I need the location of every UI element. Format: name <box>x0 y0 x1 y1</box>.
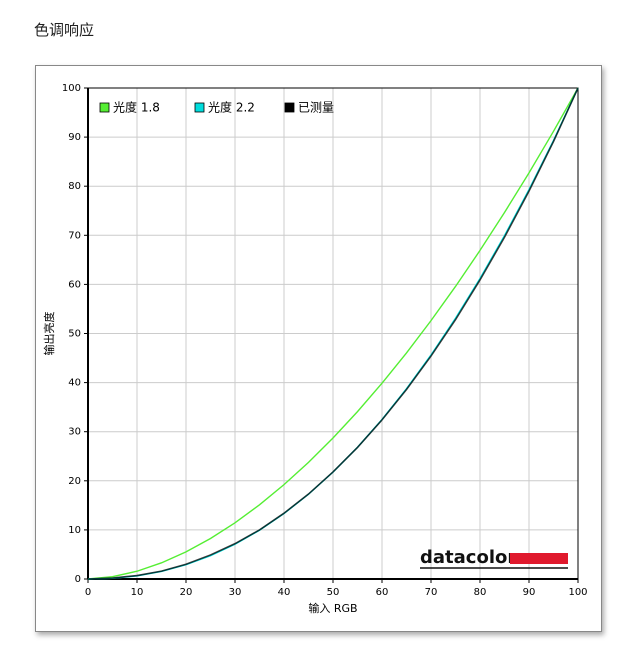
legend-label: 已测量 <box>298 101 334 115</box>
x-tick-label: 80 <box>474 587 487 598</box>
y-axis-label: 输出亮度 <box>42 312 56 356</box>
y-tick-label: 60 <box>68 279 81 290</box>
y-tick-label: 20 <box>68 476 81 487</box>
y-tick-label: 100 <box>62 83 81 94</box>
page-title: 色调响应 <box>34 21 95 39</box>
x-tick-label: 50 <box>327 587 340 598</box>
x-tick-label: 20 <box>180 587 193 598</box>
x-axis-label: 输入 RGB <box>308 601 357 615</box>
x-tick-label: 60 <box>376 587 389 598</box>
chart-frame <box>35 65 602 632</box>
y-tick-label: 70 <box>68 230 81 241</box>
y-tick-label: 0 <box>75 574 81 585</box>
legend-swatch <box>284 102 295 113</box>
y-tick-label: 90 <box>68 132 81 143</box>
x-tick-label: 40 <box>278 587 291 598</box>
legend-label: 光度 2.2 <box>208 100 255 115</box>
data-line <box>87 87 579 580</box>
y-tick-label: 30 <box>68 427 81 438</box>
logo-text: datacolor <box>420 547 516 568</box>
x-tick-label: 90 <box>523 587 536 598</box>
data-line <box>87 87 579 580</box>
y-tick-label: 10 <box>68 525 81 536</box>
legend-label: 光度 1.8 <box>113 100 160 115</box>
x-tick-label: 10 <box>131 587 144 598</box>
legend-swatch <box>99 102 110 113</box>
y-tick-label: 80 <box>68 181 81 192</box>
x-tick-label: 100 <box>568 587 587 598</box>
legend-swatch <box>194 102 205 113</box>
y-tick-label: 40 <box>68 378 81 389</box>
x-tick-label: 0 <box>85 587 91 598</box>
x-tick-label: 70 <box>425 587 438 598</box>
x-tick-label: 30 <box>229 587 242 598</box>
logo-bar <box>510 553 568 564</box>
y-tick-label: 50 <box>68 329 81 340</box>
